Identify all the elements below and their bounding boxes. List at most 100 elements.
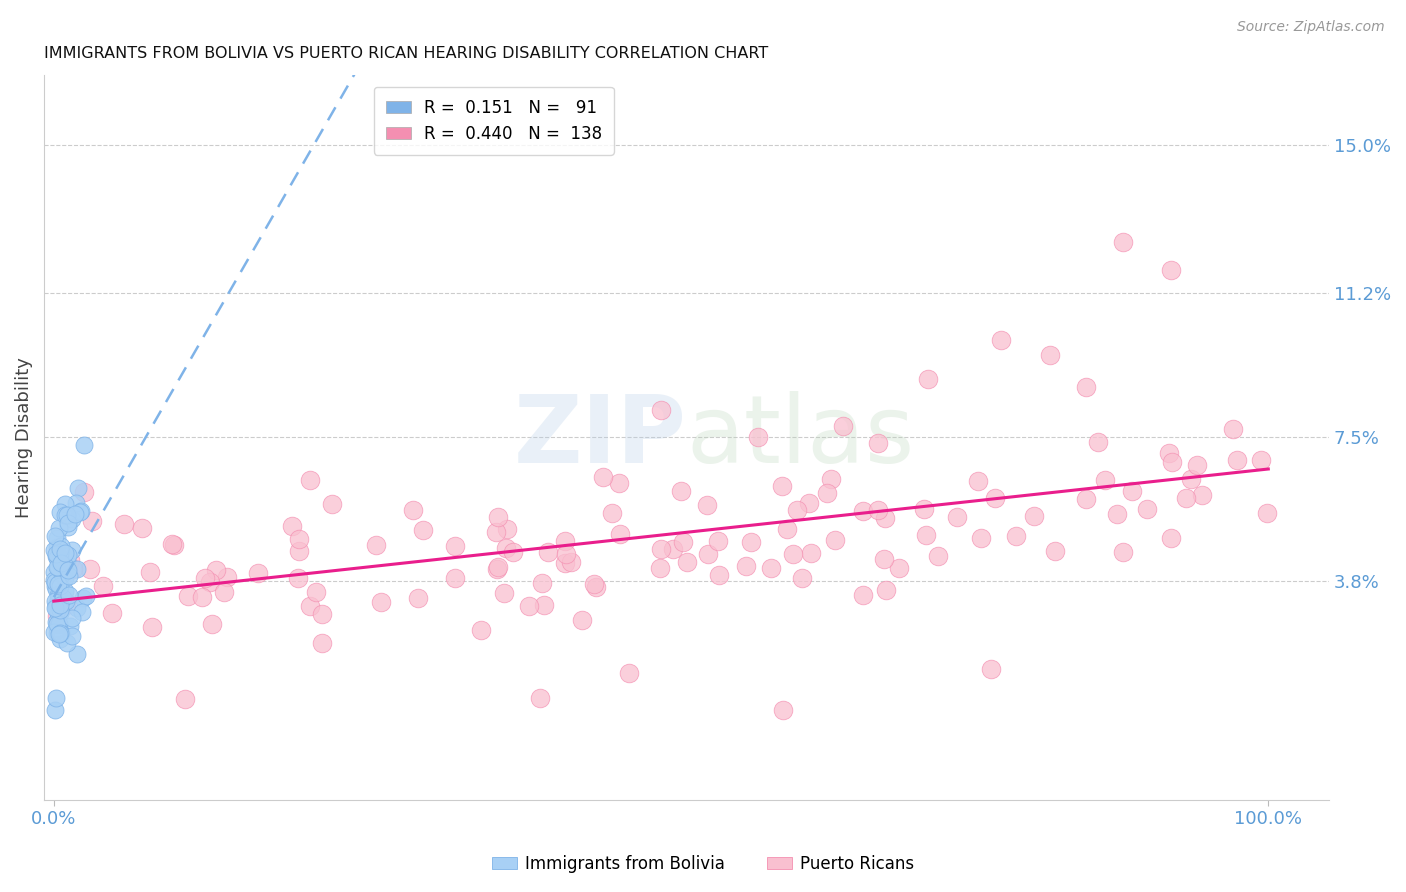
Point [485, 525, 508, 540]
Point [1024, 508, 1046, 523]
Point [63, 507, 86, 521]
Point [49, 505, 72, 519]
Point [49, 599, 72, 613]
Point [42, 625, 65, 640]
Point [820, 472, 842, 486]
Point [53, 546, 76, 560]
Point [1161, 455, 1184, 469]
Point [45, 547, 67, 561]
Point [48, 622, 70, 636]
Point [58, 520, 80, 534]
Point [48, 591, 70, 606]
Point [502, 545, 524, 559]
Point [246, 566, 269, 581]
Point [51, 591, 73, 605]
Point [48, 627, 70, 641]
Point [311, 636, 333, 650]
Point [1250, 452, 1272, 467]
Point [49, 625, 72, 640]
Y-axis label: Hearing Disability: Hearing Disability [15, 357, 32, 517]
Point [131, 521, 153, 535]
Point [582, 576, 605, 591]
Point [46, 606, 69, 620]
Point [53, 595, 76, 609]
Point [58, 563, 80, 577]
Point [832, 418, 855, 433]
Point [45, 540, 67, 554]
Point [112, 517, 135, 532]
Point [59, 619, 82, 633]
Point [824, 533, 846, 548]
Point [60, 629, 83, 643]
Point [67, 481, 90, 495]
Point [969, 531, 991, 545]
Point [815, 485, 838, 500]
Point [46, 550, 69, 565]
Point [44, 579, 66, 593]
Legend: Immigrants from Bolivia, Puerto Ricans: Immigrants from Bolivia, Puerto Ricans [485, 848, 921, 880]
Point [486, 559, 509, 574]
Point [470, 624, 492, 638]
Point [75, 589, 97, 603]
Point [852, 588, 875, 602]
Point [160, 537, 183, 551]
Point [66, 647, 89, 661]
Point [672, 534, 695, 549]
Point [46, 560, 69, 574]
Point [60, 512, 83, 526]
Point [1112, 545, 1135, 559]
Point [49, 598, 72, 612]
Point [305, 584, 328, 599]
Point [650, 560, 672, 574]
Point [49, 599, 72, 613]
Point [1107, 507, 1129, 521]
Point [370, 595, 392, 609]
Point [554, 533, 576, 548]
Point [73, 438, 96, 452]
Point [58, 516, 80, 531]
Point [927, 549, 949, 564]
Point [48, 550, 70, 565]
Point [917, 372, 939, 386]
Point [287, 533, 309, 547]
Point [45, 691, 67, 706]
Point [46, 609, 69, 624]
Point [444, 539, 467, 553]
Point [571, 613, 593, 627]
Point [602, 506, 624, 520]
Point [912, 502, 935, 516]
Point [1094, 474, 1116, 488]
Point [46, 531, 69, 545]
Point [1222, 422, 1244, 436]
Point [53, 571, 76, 585]
Point [412, 523, 434, 537]
Point [44, 703, 66, 717]
Point [46, 560, 69, 574]
Point [212, 585, 235, 599]
Point [555, 547, 578, 561]
Point [609, 527, 631, 541]
Point [492, 586, 515, 600]
Point [60, 543, 83, 558]
Point [281, 519, 304, 533]
Point [139, 565, 162, 579]
Point [58, 588, 80, 602]
Point [650, 403, 672, 417]
Point [1160, 531, 1182, 545]
Point [1111, 235, 1133, 250]
Point [48, 589, 70, 603]
Point [191, 590, 214, 604]
Point [554, 556, 576, 570]
Point [782, 547, 804, 561]
Point [585, 581, 607, 595]
Point [45, 601, 67, 615]
Point [887, 560, 910, 574]
Point [1004, 529, 1026, 543]
Point [56, 553, 79, 567]
Point [786, 503, 808, 517]
Point [49, 558, 72, 573]
Point [759, 560, 782, 574]
Point [299, 599, 322, 613]
Point [1185, 458, 1208, 472]
Point [1256, 506, 1278, 520]
